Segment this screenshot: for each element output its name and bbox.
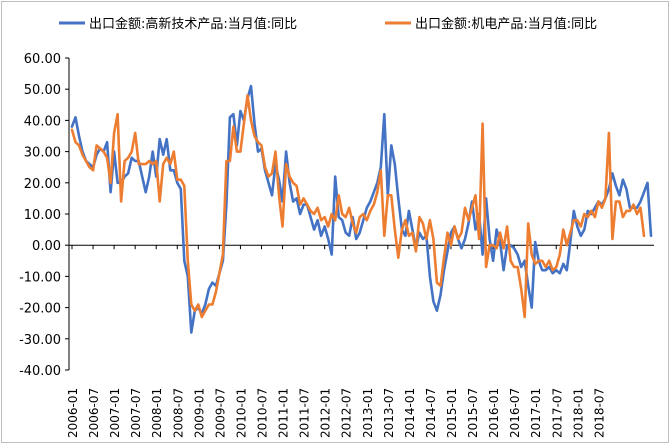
x-tick-label: 2009-01 bbox=[192, 388, 206, 438]
y-tick-label: 40.00 bbox=[24, 114, 61, 129]
x-tick-label: 2010-01 bbox=[234, 388, 248, 438]
x-tick-label: 2008-01 bbox=[150, 388, 164, 438]
x-tick-label: 2012-01 bbox=[319, 388, 333, 438]
x-tick-label: 2015-07 bbox=[466, 388, 480, 438]
y-tick-label: 10.00 bbox=[24, 208, 61, 223]
x-tick-label: 2018-01 bbox=[571, 388, 585, 438]
y-tick-label: 30.00 bbox=[24, 146, 61, 161]
y-tick-label: -30.00 bbox=[19, 333, 61, 348]
y-tick-label: 20.00 bbox=[24, 177, 61, 192]
x-tick-label: 2007-01 bbox=[108, 388, 122, 438]
series-line-2 bbox=[70, 94, 646, 319]
x-tick-label: 2008-07 bbox=[171, 388, 185, 438]
x-tick-label: 2016-01 bbox=[487, 388, 501, 438]
y-tick-label: -20.00 bbox=[19, 302, 61, 317]
x-tick-label: 2007-07 bbox=[129, 388, 143, 438]
x-tick-label: 2009-07 bbox=[213, 388, 227, 438]
y-tick-label: 0.00 bbox=[32, 239, 61, 254]
x-tick-label: 2006-01 bbox=[66, 388, 80, 438]
x-tick-label: 2015-01 bbox=[445, 388, 459, 438]
legend-label-1: 出口金额:高新技术产品:当月值:同比 bbox=[89, 16, 297, 32]
chart-legend: 出口金额:高新技术产品:当月值:同比 出口金额:机电产品:当月值:同比 bbox=[59, 16, 597, 32]
legend-label-2: 出口金额:机电产品:当月值:同比 bbox=[415, 16, 597, 32]
x-tick-label: 2006-07 bbox=[87, 388, 101, 438]
x-tick-label: 2013-01 bbox=[361, 388, 375, 438]
x-tick-label: 2017-01 bbox=[529, 388, 543, 438]
y-tick-label: 60.00 bbox=[24, 52, 61, 67]
y-tick-label: -10.00 bbox=[19, 270, 61, 285]
x-tick-label: 2016-07 bbox=[508, 388, 522, 438]
x-tick-label: 2013-07 bbox=[382, 388, 396, 438]
y-axis: 60.00 50.00 40.00 30.00 20.00 10.00 0.00 -10.00… bbox=[19, 52, 70, 379]
y-tick-label: -40.00 bbox=[19, 364, 61, 379]
y-tick-label: 50.00 bbox=[24, 83, 61, 98]
x-tick-label: 2018-07 bbox=[592, 388, 606, 438]
x-axis: 2006-01 2006-07 2007-01 2007-07 2008-01 2008-… bbox=[66, 244, 654, 438]
x-tick-label: 2011-07 bbox=[298, 388, 312, 438]
x-tick-label: 2010-07 bbox=[255, 388, 269, 438]
series-line-1 bbox=[70, 84, 653, 334]
x-tick-label: 2011-01 bbox=[277, 388, 291, 438]
plot-area bbox=[70, 84, 653, 334]
x-tick-label: 2014-01 bbox=[403, 388, 417, 438]
x-tick-label: 2017-07 bbox=[550, 388, 564, 438]
x-tick-label: 2014-07 bbox=[424, 388, 438, 438]
x-tick-label: 2012-07 bbox=[340, 388, 354, 438]
